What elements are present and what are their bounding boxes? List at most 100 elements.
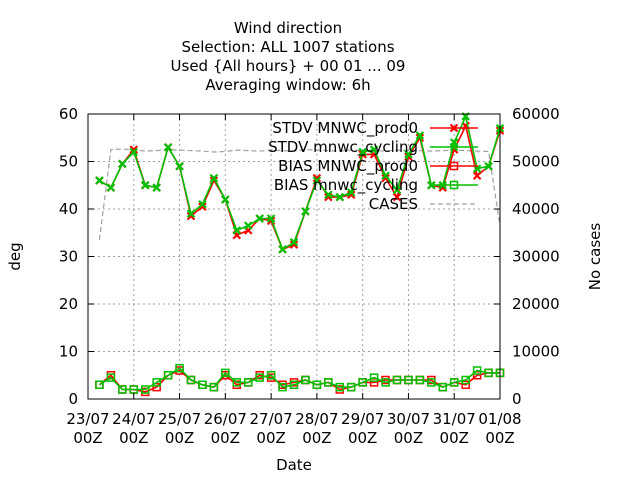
data-point [392, 185, 402, 195]
data-point [369, 378, 379, 387]
data-point [95, 380, 104, 389]
x-tick-label-date: 31/07 [433, 410, 476, 428]
legend-label: STDV mnwc_cycling [268, 138, 418, 157]
data-point [404, 150, 413, 159]
data-point [484, 161, 493, 171]
data-point [381, 173, 390, 183]
legend-label: BIAS mnwc_cycling [274, 176, 418, 195]
legend-marker [449, 142, 459, 152]
legend-label: CASES [369, 195, 418, 213]
data-point [152, 378, 161, 387]
x-tick-label-hour: 00Z [73, 429, 102, 447]
x-tick-label-hour: 00Z [394, 429, 423, 447]
data-point [369, 373, 379, 382]
y-tick-label: 0 [68, 390, 78, 408]
x-tick-label-date: 28/07 [295, 410, 338, 428]
legend-marker [449, 180, 459, 190]
y2-axis-label: No cases [586, 223, 604, 291]
data-point [118, 385, 127, 394]
data-point [266, 214, 276, 223]
x-tick-label-hour: 00Z [440, 429, 469, 447]
data-point [221, 368, 230, 378]
data-point [255, 373, 264, 382]
data-point [243, 378, 253, 387]
data-point [484, 368, 493, 378]
x-tick-label-hour: 00Z [165, 429, 194, 447]
data-point [186, 211, 196, 221]
data-point [392, 375, 402, 385]
x-tick-label-hour: 00Z [302, 429, 331, 447]
y2-tick-label: 20000 [512, 295, 560, 313]
data-point [461, 375, 470, 385]
x-tick-label-hour: 00Z [119, 429, 148, 447]
data-point [163, 142, 173, 152]
data-point [324, 190, 333, 200]
data-point [129, 145, 139, 154]
data-point [106, 373, 116, 382]
data-point [312, 176, 322, 185]
data-point [301, 207, 310, 216]
data-point [472, 371, 482, 380]
title-line-2: Selection: ALL 1007 stations [181, 38, 394, 56]
data-point [118, 159, 127, 169]
data-point [335, 192, 345, 202]
y2-tick-label: 0 [512, 390, 522, 408]
data-point [369, 145, 379, 154]
data-point [278, 382, 287, 392]
legend-label: STDV MNWC_prod0 [272, 119, 418, 138]
data-point [346, 188, 356, 197]
data-point [427, 378, 436, 387]
x-tick-label-date: 29/07 [341, 410, 384, 428]
y2-tick-label: 50000 [512, 153, 560, 171]
data-point [186, 375, 196, 385]
data-point [175, 161, 184, 171]
data-point [255, 214, 264, 223]
data-point [289, 240, 299, 249]
data-point [472, 171, 482, 181]
series-line [98, 367, 500, 391]
y-tick-label: 50 [59, 153, 78, 171]
x-tick-label-date: 25/07 [158, 410, 201, 428]
data-point [232, 378, 242, 387]
data-point [358, 147, 367, 157]
data-point [289, 380, 299, 389]
data-point [404, 375, 413, 385]
data-point [198, 380, 207, 389]
data-point [289, 237, 299, 247]
data-point [278, 245, 287, 254]
x-tick-label-hour: 00Z [256, 429, 285, 447]
axis-ticks: 0 10 20 30 40 50 60 0 10000 20000 30000 40000 50000 6… [59, 105, 560, 447]
x-tick-label-date: 30/07 [387, 410, 430, 428]
data-point [346, 190, 356, 200]
grid [88, 114, 500, 399]
data-point [152, 183, 161, 192]
data-point [198, 202, 207, 211]
data-point [438, 382, 448, 392]
data-point [449, 378, 459, 387]
x-tick-label-date: 26/07 [204, 410, 247, 428]
y-tick-label: 30 [59, 248, 78, 266]
data-point [392, 192, 402, 202]
data-point [381, 378, 390, 387]
data-point [324, 378, 333, 387]
data-point [209, 173, 219, 183]
data-point [266, 371, 276, 380]
data-point [209, 382, 219, 392]
data-point [312, 380, 322, 389]
data-point [461, 380, 470, 389]
data-point [95, 176, 104, 185]
chart-title: Wind direction Selection: ALL 1007 stati… [171, 19, 406, 94]
x-tick-label-hour: 00Z [211, 429, 240, 447]
y-tick-label: 20 [59, 295, 78, 313]
data-point [243, 221, 253, 230]
series-layer [95, 112, 505, 397]
y2-tick-label: 40000 [512, 200, 560, 218]
y2-tick-label: 60000 [512, 105, 560, 123]
x-tick-label-hour: 00Z [485, 429, 514, 447]
data-point [175, 363, 184, 373]
data-point [129, 147, 139, 157]
data-point [221, 195, 230, 204]
y-tick-label: 10 [59, 343, 78, 361]
